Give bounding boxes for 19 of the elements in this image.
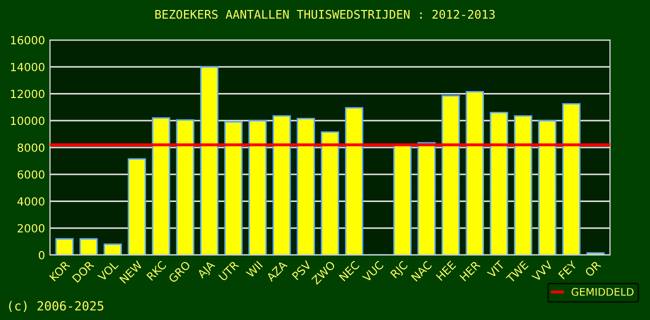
y-tick-label: 12000 [11,90,44,98]
x-tick-label: OR [584,260,602,278]
legend-label: GEMIDDELD [572,288,634,296]
y-tick-label: 4000 [17,197,44,206]
x-tick-label: UTR [218,260,240,282]
y-tick-label: 14000 [11,62,44,72]
x-tick-label: AJA [196,260,217,280]
x-tick-label: VOL [97,260,119,282]
y-tick-label: 8000 [18,143,44,152]
text: (c) 2006-2025 [9,300,104,312]
x-tick-label: VIT [486,260,505,278]
y-tick-label: 16000 [11,36,44,44]
x-tick-label: RJC [390,260,410,280]
chart-title: BEZOEKERS AANTALLEN THUISWEDSTRIJDEN : 2012-2013 [155,10,495,19]
x-tick-label: WII [246,260,263,278]
y-tick-label: 0 [38,250,44,260]
y-tick-label: 6000 [18,170,44,179]
y-tick-label: 2000 [18,224,44,233]
y-tick-label: 10000 [11,116,44,126]
